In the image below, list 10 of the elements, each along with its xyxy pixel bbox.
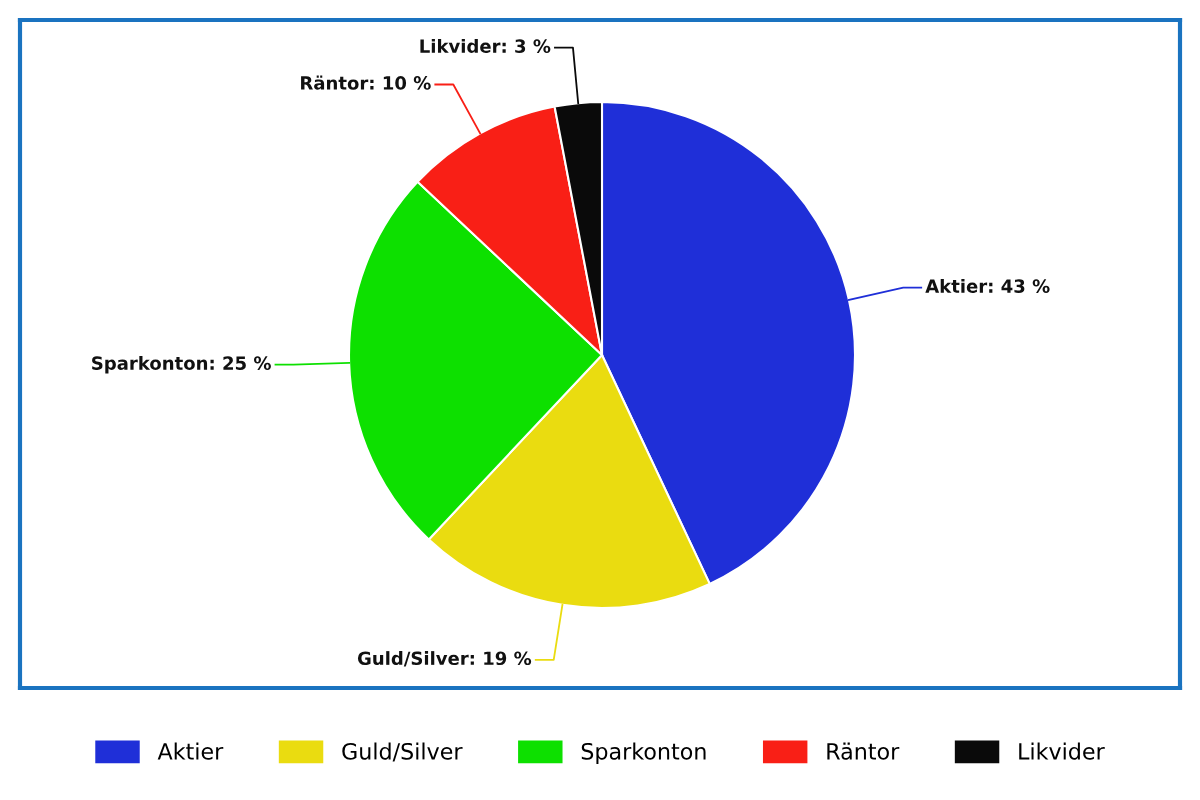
legend-label: Aktier — [157, 742, 224, 760]
data-label: Räntor: 10 % — [301, 75, 431, 90]
data-label: Sparkonton: 25 % — [92, 355, 271, 374]
legend-label: Guld/Silver — [342, 742, 463, 762]
data-label: Likvider: 3 % — [420, 38, 551, 53]
data-label: Aktier: 43 % — [925, 278, 1050, 293]
legend-label: Räntor — [827, 742, 900, 760]
legend-label: Likvider — [1019, 742, 1105, 760]
data-label: Guld/Silver: 19 % — [357, 651, 532, 667]
legend-label: Sparkonton — [581, 742, 706, 764]
